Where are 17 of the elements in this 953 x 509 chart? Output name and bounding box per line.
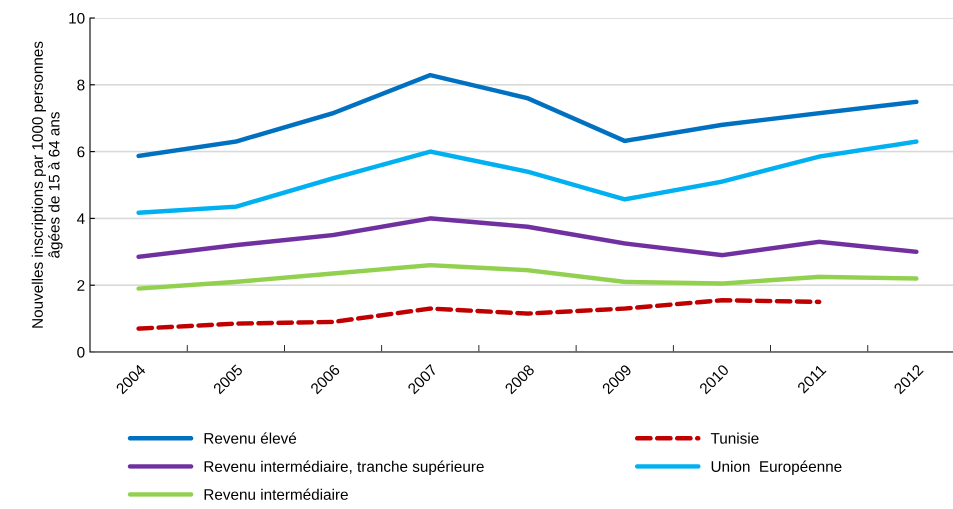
y-tick-label: 6 (77, 146, 84, 158)
y-tick-label: 0 (77, 346, 85, 358)
y-axis-title: Nouvelles inscriptions par 1000 personnes âgées de 15 à 64 ans (32, 42, 63, 328)
legend-label: Union Européenne (712, 460, 842, 475)
y-tick-label: 4 (76, 213, 85, 224)
legend-label: Revenu élevé (204, 432, 296, 444)
line-series (136, 72, 919, 158)
legend-label: Revenu intermédiaire (204, 488, 348, 500)
y-tick-label: 2 (77, 280, 84, 291)
line-series (136, 216, 919, 260)
y-tick-label: 10 (69, 12, 85, 24)
line-series (136, 139, 919, 215)
legend-label: Revenu intermédiaire, tranche supérieure (204, 460, 484, 475)
line-series (136, 298, 822, 331)
y-tick-label: 8 (77, 80, 84, 90)
line-series (136, 262, 919, 291)
legend-label: Tunisie (710, 432, 759, 444)
